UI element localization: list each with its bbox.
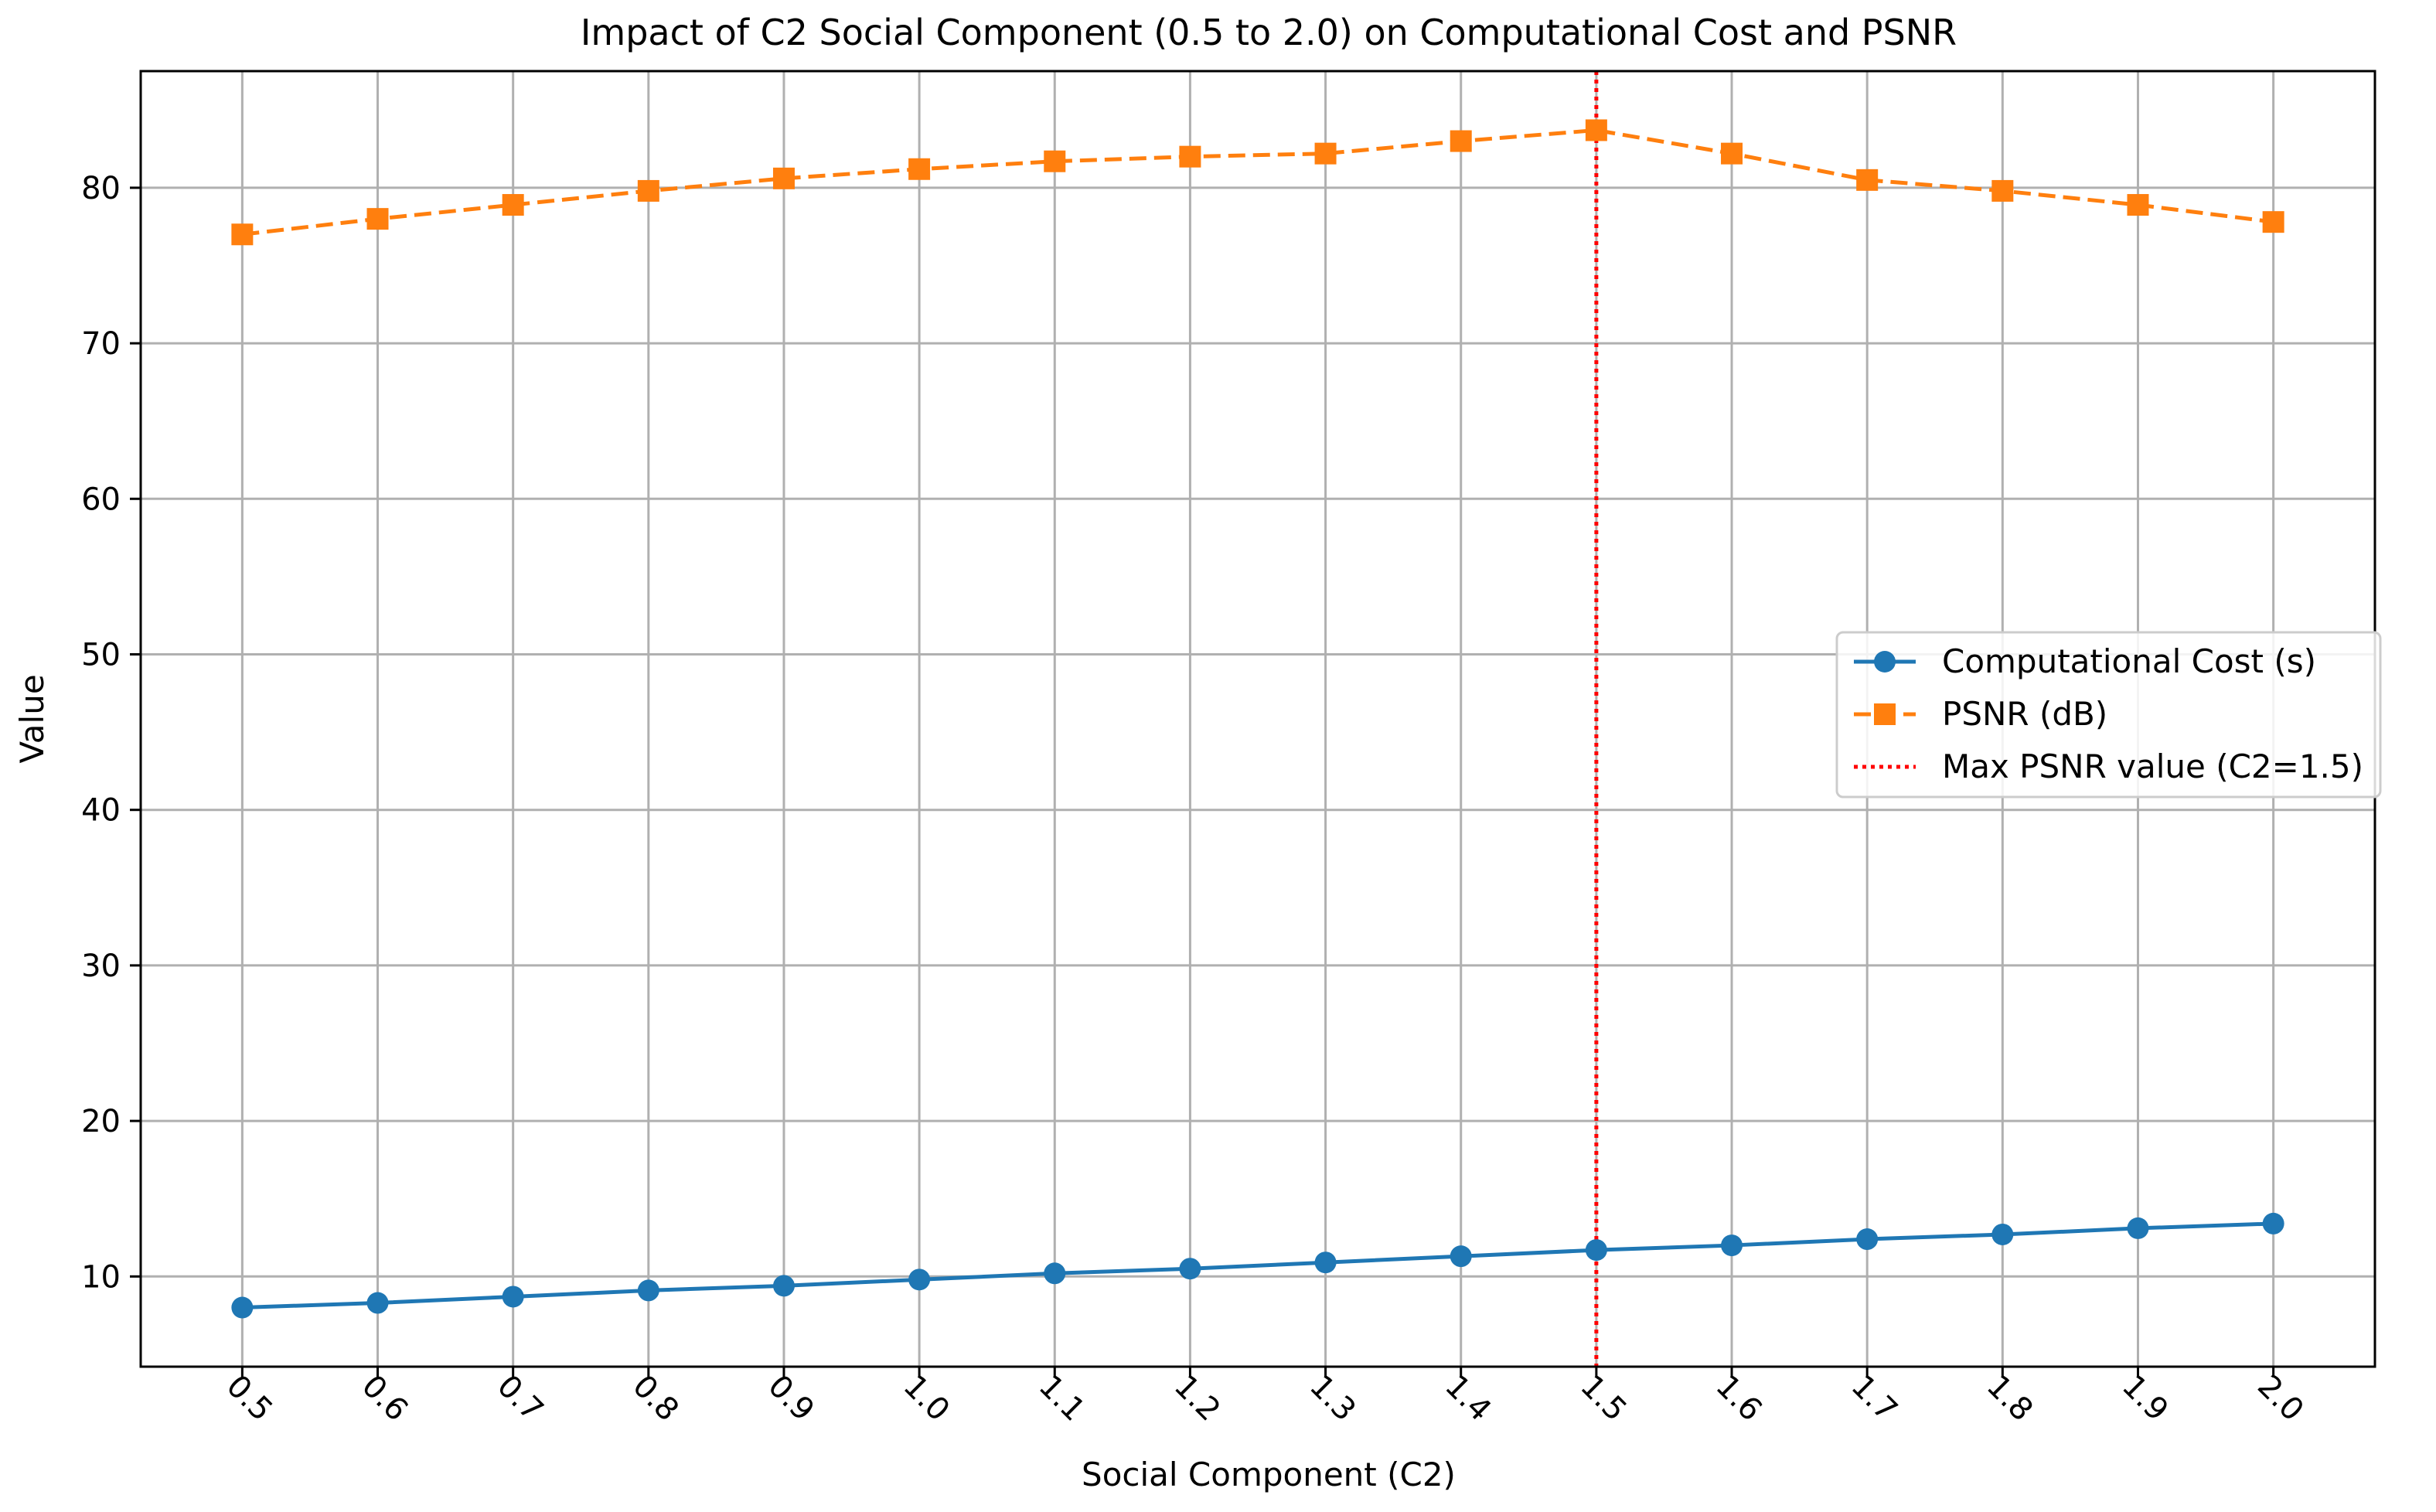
y-axis-label: Value [13, 674, 51, 763]
legend-marker-computational-cost [1874, 651, 1896, 673]
psnr-point [1450, 130, 1472, 152]
computational-cost-point [772, 1275, 795, 1297]
computational-cost-point [1721, 1234, 1743, 1257]
computational-cost-point [502, 1286, 524, 1308]
x-axis-label: Social Component (C2) [1082, 1456, 1456, 1493]
computational-cost-line [242, 1221, 2274, 1310]
y-tick-label: 60 [81, 482, 121, 517]
computational-cost-point [1991, 1223, 2014, 1245]
computational-cost-point [637, 1279, 659, 1302]
computational-cost-point [1314, 1251, 1337, 1274]
psnr-point [1991, 179, 2014, 202]
y-tick-label: 20 [81, 1104, 121, 1139]
psnr-point [1314, 142, 1337, 165]
computational-cost-point [2262, 1212, 2284, 1234]
psnr-point [1856, 169, 1879, 191]
y-tick-label: 50 [81, 638, 121, 673]
computational-cost-point [231, 1296, 254, 1319]
computational-cost-point [2127, 1217, 2149, 1239]
y-axis-ticks: 10 20 30 40 50 60 70 80 [81, 171, 141, 1295]
chart-title: Impact of C2 Social Component (0.5 to 2.… [581, 12, 1957, 53]
legend-box [1835, 631, 2382, 799]
computational-cost-point [1856, 1228, 1879, 1251]
psnr-point [772, 167, 795, 189]
y-tick-label: 40 [81, 793, 121, 829]
psnr-point [1179, 145, 1201, 168]
legend-marker-psnr [1874, 703, 1896, 725]
y-tick-label: 70 [81, 326, 121, 362]
psnr-point [231, 223, 254, 246]
legend-label-psnr: PSNR (dB) [1942, 695, 2107, 733]
computational-cost-point [1179, 1258, 1201, 1280]
psnr-point [1044, 150, 1066, 172]
psnr-line [242, 128, 2274, 237]
psnr-point [908, 158, 931, 180]
psnr-point [2262, 211, 2284, 233]
psnr-point [1585, 119, 1607, 141]
series-layer [231, 119, 2284, 1319]
computational-cost-point [1450, 1245, 1472, 1268]
psnr-point [2127, 194, 2149, 216]
psnr-point [1721, 142, 1743, 165]
y-tick-label: 30 [81, 948, 121, 984]
y-tick-label: 10 [81, 1259, 121, 1295]
psnr-point [637, 179, 659, 202]
psnr-point [366, 208, 389, 230]
y-tick-label: 80 [81, 171, 121, 206]
legend-label-max-psnr: Max PSNR value (C2=1.5) [1942, 747, 2363, 785]
legend-label-computational-cost: Computational Cost (s) [1942, 642, 2316, 680]
psnr-point [502, 194, 524, 216]
computational-cost-point [366, 1292, 389, 1314]
legend: Computational Cost (s) PSNR (dB) Max PSN… [1835, 631, 2382, 799]
computational-cost-point [1044, 1262, 1066, 1285]
computational-cost-point [908, 1269, 931, 1291]
computational-cost-point [1585, 1239, 1607, 1262]
